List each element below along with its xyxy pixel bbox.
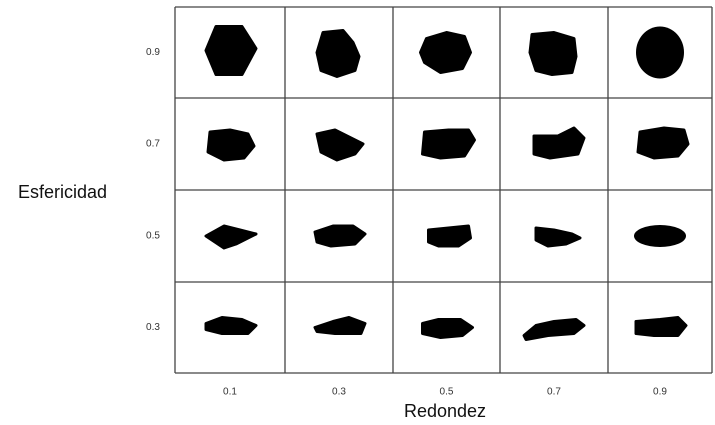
y-tick-label: 0.5 xyxy=(146,231,160,242)
x-tick-label: 0.9 xyxy=(653,387,667,398)
grain-shape xyxy=(429,226,471,246)
x-tick-label: 0.7 xyxy=(547,387,561,398)
grain-shape xyxy=(315,226,365,246)
page: Esfericidad Redondez 0.9 0.7 0.5 0.3 0.1 0.3 0… xyxy=(0,0,715,425)
y-tick-label: 0.7 xyxy=(146,139,160,150)
x-tick-label: 0.5 xyxy=(440,387,454,398)
y-axis-title: Esfericidad xyxy=(18,182,107,202)
grain-shape xyxy=(423,130,475,158)
grain-shape xyxy=(208,130,254,160)
y-tick-label: 0.9 xyxy=(146,47,160,58)
grain-shape xyxy=(636,318,686,336)
grain-shape xyxy=(634,225,686,247)
grain-shape xyxy=(423,320,473,338)
y-tick-label: 0.3 xyxy=(146,322,160,333)
grain-shape xyxy=(530,33,576,75)
x-tick-label: 0.1 xyxy=(223,387,237,398)
x-tick-label: 0.3 xyxy=(332,387,346,398)
grain-shape xyxy=(638,128,688,158)
x-axis-title: Redondez xyxy=(404,401,486,421)
grain-shape xyxy=(636,27,684,79)
diagram: Esfericidad Redondez 0.9 0.7 0.5 0.3 0.1 0.3 0… xyxy=(0,0,715,425)
